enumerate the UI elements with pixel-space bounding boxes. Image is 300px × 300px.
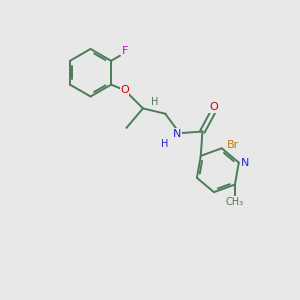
Text: N: N bbox=[241, 158, 250, 168]
Text: H: H bbox=[161, 140, 168, 149]
Text: N: N bbox=[173, 129, 181, 139]
Text: Br: Br bbox=[227, 140, 239, 150]
Text: CH₃: CH₃ bbox=[226, 197, 244, 207]
Text: O: O bbox=[120, 85, 129, 95]
Text: O: O bbox=[209, 103, 218, 112]
Text: F: F bbox=[122, 46, 128, 56]
Text: H: H bbox=[151, 97, 158, 107]
